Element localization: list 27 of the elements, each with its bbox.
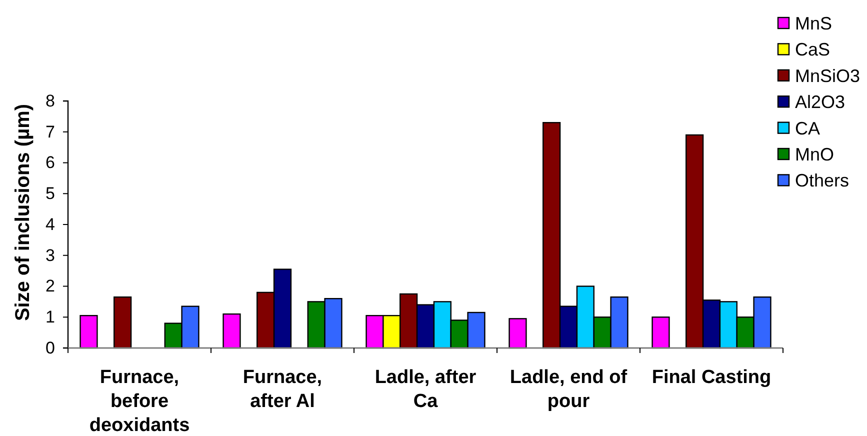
y-tick-label: 2 [46, 276, 55, 296]
y-axis-title: Size of inclusions (µm) [12, 104, 34, 322]
x-tick-label: Furnace, after Al [242, 367, 322, 412]
y-tick-label: 3 [46, 246, 55, 265]
x-tick-label: Ladle, end of pour [510, 367, 628, 412]
legend-label: Al2O3 [795, 92, 846, 112]
y-tick-label: 6 [46, 153, 55, 172]
x-tick-label: Furnace, before deoxidants [89, 367, 190, 436]
bar [508, 318, 527, 349]
legend-label: MnO [795, 144, 834, 164]
y-tick-label: 8 [46, 91, 55, 110]
y-tick-label: 5 [46, 184, 55, 204]
legend-label: CA [795, 118, 820, 138]
legend-label: MnSiO3 [795, 66, 860, 86]
bar [80, 314, 98, 349]
legend-label: CaS [795, 40, 830, 60]
y-tick-label: 1 [46, 308, 55, 327]
legend-label: MnS [795, 14, 832, 34]
legend-label: Others [795, 170, 850, 191]
bar [114, 296, 132, 349]
bar [652, 316, 670, 349]
x-tick-label: Ladle, after Ca [374, 367, 477, 412]
x-tick-label: Final Casting [652, 367, 772, 388]
y-tick-label: 7 [46, 122, 55, 142]
y-tick-label: 0 [46, 338, 55, 358]
y-tick-label: 4 [46, 214, 55, 234]
bar [222, 313, 241, 349]
